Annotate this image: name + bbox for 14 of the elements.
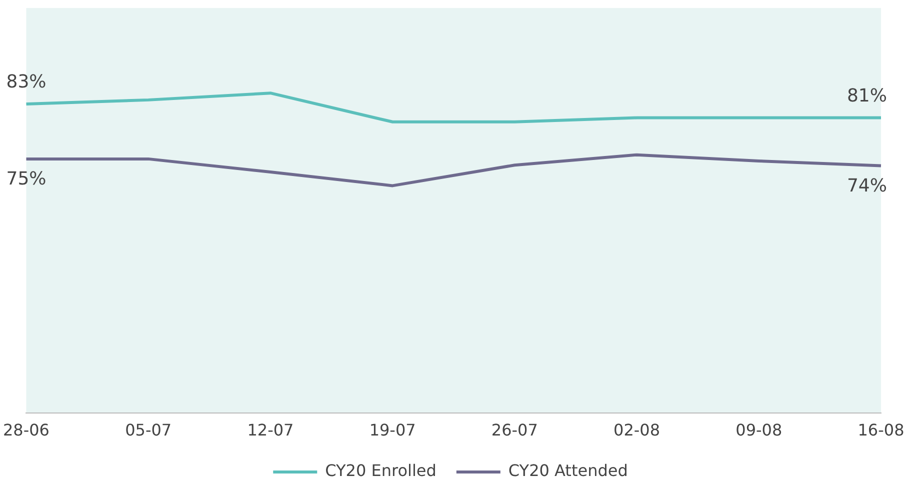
x-tick-label: 28-06 [2,420,50,440]
data-label: 75% [6,168,46,190]
data-label: 74% [846,175,887,196]
x-tick-label: 16-08 [858,420,904,440]
legend-label: CY20 Enrolled [325,461,436,480]
x-tick-label: 12-07 [247,420,294,440]
x-tick-label: 26-07 [491,420,538,440]
x-tick-label: 19-07 [369,420,416,440]
data-label: 83% [6,72,46,93]
x-tick-label: 02-08 [614,420,660,440]
legend-label: CY20 Attended [508,461,628,480]
x-tick-label: 05-07 [125,420,172,440]
x-tick-label: 09-08 [736,420,782,440]
data-label: 81% [846,85,887,106]
